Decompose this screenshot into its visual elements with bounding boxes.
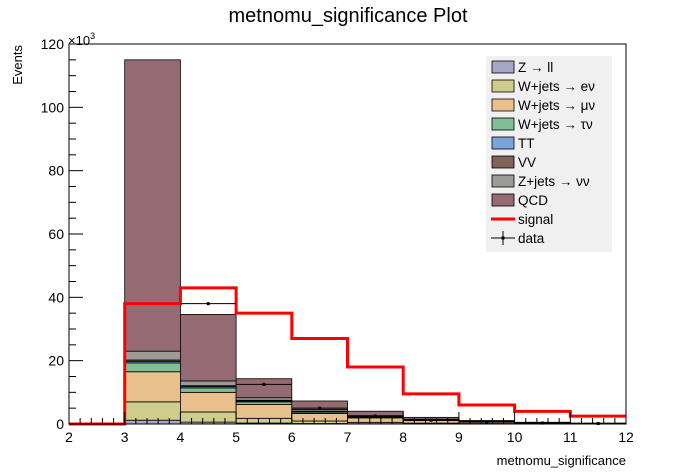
- x-tick-label-6: 8: [399, 429, 407, 445]
- bar-0-1: [124, 419, 181, 425]
- y-tick-label-4: 80: [48, 163, 64, 179]
- legend-label-9: data: [518, 231, 545, 246]
- legend-swatch-7: [491, 193, 515, 207]
- y-tick-label-1: 20: [48, 353, 64, 369]
- legend-label-0: Z → ll: [518, 60, 553, 75]
- y-tick-label-5: 100: [41, 99, 65, 115]
- bar-7-1: [124, 59, 181, 352]
- x-tick-label-1: 3: [121, 429, 129, 445]
- data-point-6: [429, 418, 433, 422]
- bar-3-1: [124, 362, 181, 373]
- legend-label-1: W+jets → eν: [518, 79, 595, 94]
- bar-3-2: [179, 387, 237, 393]
- legend-label-6: Z+jets → νν: [518, 174, 590, 189]
- data-point-3: [262, 382, 266, 386]
- y-tick-label-3: 60: [48, 226, 64, 242]
- x-tick-label-3: 5: [232, 429, 240, 445]
- legend-swatch-4: [491, 136, 515, 150]
- y-multiplier-base: ×10: [68, 33, 90, 48]
- data-point-8: [540, 421, 544, 425]
- legend-label-3: W+jets → τν: [518, 117, 593, 132]
- legend-swatch-3: [491, 117, 515, 131]
- y-multiplier-exponent: 3: [90, 31, 95, 41]
- legend-swatch-6: [491, 174, 515, 188]
- y-multiplier: ×103: [68, 31, 95, 48]
- x-tick-label-7: 9: [455, 429, 463, 445]
- y-tick-label-2: 40: [48, 289, 64, 305]
- legend-marker-9: [501, 236, 505, 240]
- x-tick-label-9: 11: [563, 429, 578, 445]
- bar-1-1: [124, 401, 181, 421]
- x-tick-label-5: 7: [344, 429, 352, 445]
- bar-2-1: [124, 371, 181, 403]
- bar-7-3: [235, 378, 293, 399]
- x-axis-label: metnomu_significance: [497, 453, 626, 468]
- signal-histogram: [69, 286, 626, 426]
- bar-6-1: [124, 350, 181, 361]
- data-point-4: [318, 406, 322, 410]
- bar-2-3: [235, 403, 293, 419]
- bar-1-3: [235, 417, 293, 424]
- data-points: [180, 302, 626, 426]
- bar-2-5: [347, 417, 404, 423]
- y-axis-label: Events: [10, 45, 25, 85]
- legend-label-5: VV: [518, 155, 536, 170]
- x-tick-label-0: 2: [65, 429, 73, 445]
- x-tick-label-10: 12: [618, 429, 634, 445]
- bar-7-2: [179, 314, 237, 382]
- chart-title: metnomu_significance Plot: [228, 5, 467, 27]
- x-tick-label-8: 10: [507, 429, 523, 445]
- bar-2-2: [179, 391, 237, 413]
- signal-line: [69, 286, 626, 426]
- x-tick-label-2: 4: [177, 429, 185, 445]
- data-point-2: [206, 302, 210, 306]
- legend-label-7: QCD: [518, 193, 548, 208]
- data-point-5: [373, 414, 377, 418]
- bar-1-2: [179, 411, 237, 423]
- legend-swatch-2: [491, 98, 515, 112]
- legend-swatch-5: [491, 155, 515, 169]
- x-tick-label-4: 6: [288, 429, 296, 445]
- legend-swatch-1: [491, 79, 515, 93]
- y-tick-label-6: 120: [41, 36, 65, 52]
- bar-6-2: [179, 380, 237, 387]
- legend-label-4: TT: [518, 136, 535, 151]
- y-tick-label-0: 0: [56, 416, 64, 432]
- legend: Z → ll W+jets → eν W+jets → μν W+jets → τν T…: [486, 56, 612, 252]
- data-point-7: [485, 420, 489, 424]
- bar-2-4: [291, 412, 348, 422]
- legend-label-2: W+jets → μν: [518, 98, 595, 113]
- legend-swatch-0: [491, 60, 515, 74]
- legend-label-8: signal: [518, 212, 553, 227]
